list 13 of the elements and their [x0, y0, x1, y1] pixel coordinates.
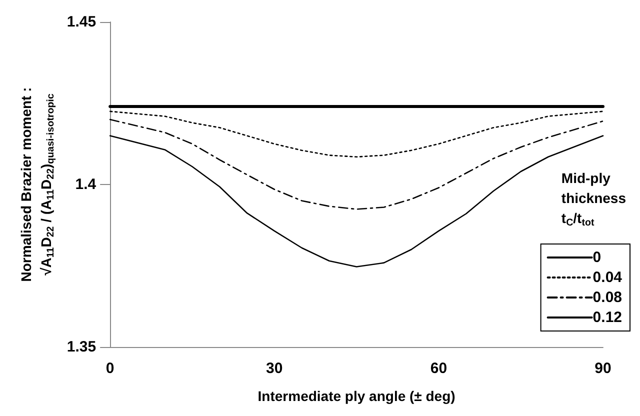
- x-axis-title: Intermediate ply angle (± deg): [258, 388, 456, 404]
- y-tick-label: 1.35: [66, 338, 96, 356]
- x-tick-label: 30: [266, 360, 283, 377]
- x-tick-label: 0: [106, 360, 114, 377]
- legend-label: 0.12: [592, 309, 622, 326]
- y-tick-label: 1.45: [66, 14, 96, 30]
- legend-label: 0.04: [592, 269, 623, 286]
- x-tick-label: 60: [430, 360, 448, 377]
- x-tick-label: 90: [594, 360, 612, 377]
- line-series: [109, 110, 604, 158]
- legend-label: 0.08: [592, 289, 622, 306]
- y-tick-label: 1.4: [75, 176, 97, 193]
- legend-label: 0: [592, 249, 602, 266]
